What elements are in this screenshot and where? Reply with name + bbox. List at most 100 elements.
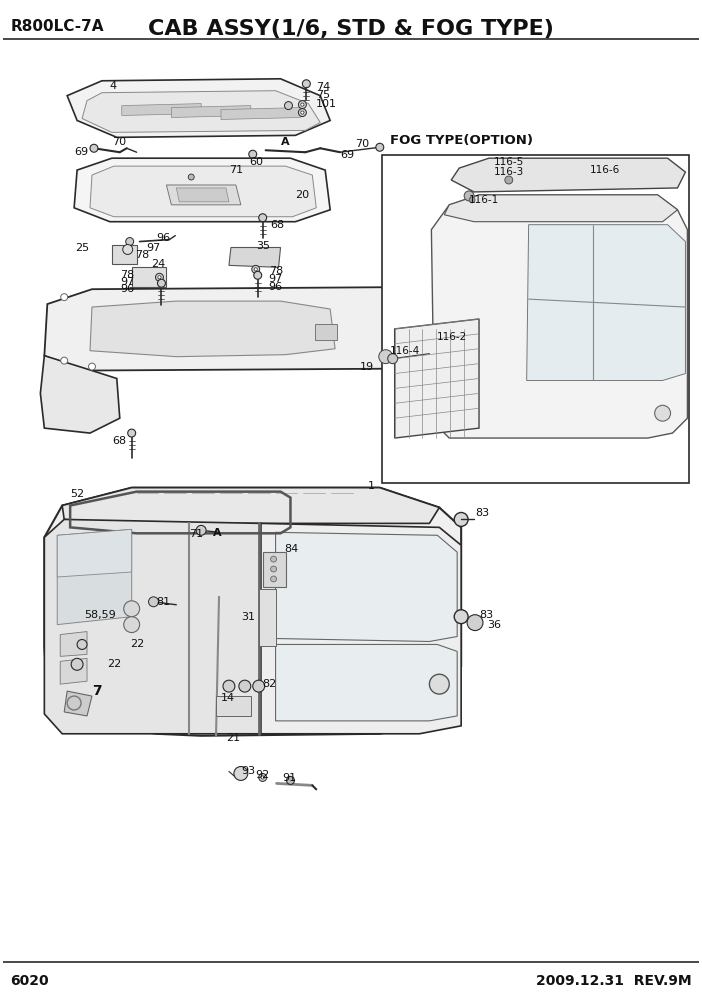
Text: 101: 101 <box>317 98 337 108</box>
Text: 116-3: 116-3 <box>494 167 524 178</box>
Circle shape <box>388 354 397 364</box>
Text: FOG TYPE(OPTION): FOG TYPE(OPTION) <box>390 134 533 147</box>
Text: 97: 97 <box>269 274 283 285</box>
Polygon shape <box>44 488 461 736</box>
Text: 82: 82 <box>263 680 277 689</box>
Text: 71: 71 <box>190 530 204 540</box>
Text: 74: 74 <box>317 81 331 91</box>
Circle shape <box>414 360 421 367</box>
Circle shape <box>71 659 83 671</box>
Polygon shape <box>166 185 241 204</box>
Circle shape <box>430 675 449 694</box>
Polygon shape <box>171 105 251 117</box>
Polygon shape <box>176 187 229 201</box>
Circle shape <box>234 767 248 781</box>
Text: R800LC-7A: R800LC-7A <box>11 19 104 35</box>
Polygon shape <box>276 645 457 721</box>
Circle shape <box>298 108 306 116</box>
Circle shape <box>124 617 140 633</box>
Circle shape <box>261 776 264 779</box>
Text: 4: 4 <box>110 80 117 90</box>
Circle shape <box>88 363 95 370</box>
Text: 6020: 6020 <box>11 974 49 988</box>
Text: A: A <box>213 529 222 539</box>
Circle shape <box>259 774 267 782</box>
Polygon shape <box>82 90 320 132</box>
Text: CAB ASSY(1/6, STD & FOG TYPE): CAB ASSY(1/6, STD & FOG TYPE) <box>148 19 554 40</box>
Circle shape <box>252 266 260 274</box>
Circle shape <box>158 276 161 279</box>
Text: 1: 1 <box>368 481 375 491</box>
Text: 96: 96 <box>157 232 171 243</box>
Polygon shape <box>90 166 317 216</box>
Polygon shape <box>112 244 137 265</box>
Text: 70: 70 <box>112 137 126 147</box>
Text: 2009.12.31  REV.9M: 2009.12.31 REV.9M <box>536 974 691 988</box>
Text: 116-6: 116-6 <box>590 165 621 176</box>
Circle shape <box>655 406 670 422</box>
Polygon shape <box>132 268 166 288</box>
Text: 78: 78 <box>269 266 283 277</box>
Polygon shape <box>58 530 132 577</box>
Text: 97: 97 <box>120 277 134 288</box>
Text: 84: 84 <box>284 545 299 555</box>
Polygon shape <box>395 319 479 438</box>
Circle shape <box>469 196 475 202</box>
Polygon shape <box>74 158 330 221</box>
Circle shape <box>149 597 159 607</box>
Polygon shape <box>67 78 330 137</box>
Circle shape <box>300 103 304 106</box>
Polygon shape <box>62 488 439 524</box>
Polygon shape <box>44 520 260 734</box>
Polygon shape <box>526 224 685 381</box>
Circle shape <box>454 513 468 527</box>
Circle shape <box>303 79 310 87</box>
Text: 22: 22 <box>107 660 121 670</box>
Circle shape <box>90 144 98 152</box>
Circle shape <box>223 681 235 692</box>
Text: 25: 25 <box>75 242 89 253</box>
Circle shape <box>467 615 483 631</box>
Circle shape <box>239 681 251 692</box>
Polygon shape <box>221 107 300 119</box>
Polygon shape <box>90 302 335 357</box>
Text: 7: 7 <box>92 684 102 698</box>
Text: 78: 78 <box>120 270 134 281</box>
Circle shape <box>128 430 135 437</box>
Circle shape <box>157 280 166 288</box>
Circle shape <box>60 294 67 301</box>
Text: 60: 60 <box>249 157 263 168</box>
Text: 69: 69 <box>340 150 355 161</box>
Bar <box>382 155 689 483</box>
Circle shape <box>123 244 133 255</box>
Circle shape <box>376 143 384 151</box>
Circle shape <box>414 296 421 303</box>
Circle shape <box>501 172 509 180</box>
Circle shape <box>60 357 67 364</box>
Text: 97: 97 <box>147 242 161 253</box>
Text: 70: 70 <box>355 139 369 149</box>
Text: 24: 24 <box>152 259 166 270</box>
Circle shape <box>196 526 206 536</box>
Circle shape <box>77 640 87 650</box>
Circle shape <box>124 601 140 617</box>
Polygon shape <box>451 158 685 191</box>
Circle shape <box>270 566 277 572</box>
Polygon shape <box>60 659 87 684</box>
Polygon shape <box>44 288 444 371</box>
Circle shape <box>249 150 257 158</box>
Text: 96: 96 <box>269 282 283 293</box>
Circle shape <box>505 156 512 164</box>
Polygon shape <box>229 248 281 268</box>
Text: 58,59: 58,59 <box>84 610 116 620</box>
Polygon shape <box>216 696 251 716</box>
Circle shape <box>298 100 306 108</box>
Text: 71: 71 <box>229 165 243 176</box>
Polygon shape <box>41 356 120 434</box>
Text: 116-4: 116-4 <box>390 346 420 356</box>
Polygon shape <box>58 530 132 625</box>
Text: 35: 35 <box>256 240 270 251</box>
Circle shape <box>126 237 133 245</box>
Polygon shape <box>121 103 201 115</box>
Text: 116-1: 116-1 <box>469 194 499 205</box>
